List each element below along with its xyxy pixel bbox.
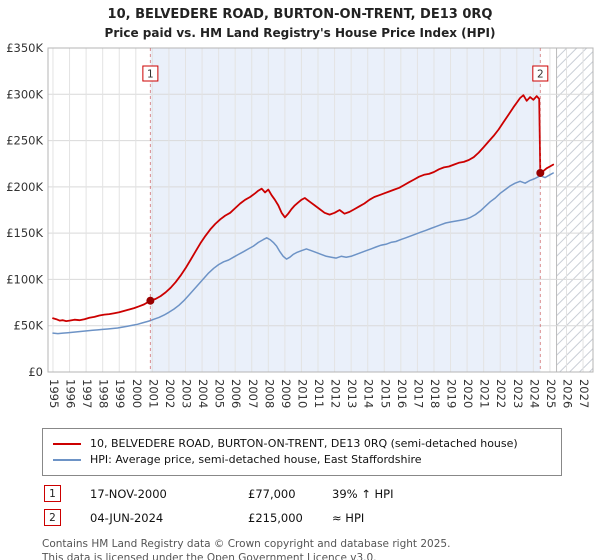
footer: Contains HM Land Registry data © Crown c… — [42, 538, 600, 560]
svg-text:2027: 2027 — [577, 379, 591, 408]
svg-text:2019: 2019 — [445, 379, 459, 408]
sales-table: 1 17-NOV-2000 £77,000 39% ↑ HPI 2 04-JUN… — [0, 485, 600, 526]
svg-text:£300K: £300K — [6, 87, 43, 101]
svg-text:£0: £0 — [28, 365, 43, 379]
svg-text:2016: 2016 — [395, 379, 409, 408]
ownership-period-shading — [150, 48, 541, 372]
sale-date-1: 17-NOV-2000 — [90, 486, 167, 501]
footer-licence: This data is licensed under the Open Gov… — [42, 551, 377, 560]
sale-marker-dot — [146, 296, 155, 305]
legend: 10, BELVEDERE ROAD, BURTON-ON-TRENT, DE1… — [42, 428, 562, 476]
sale-number-box — [532, 65, 549, 82]
svg-text:£200K: £200K — [6, 180, 43, 194]
svg-text:2018: 2018 — [428, 379, 442, 408]
svg-text:2: 2 — [537, 69, 544, 81]
svg-text:1996: 1996 — [64, 379, 78, 408]
sale-date-2: 04-JUN-2024 — [90, 510, 164, 525]
svg-text:2009: 2009 — [279, 379, 293, 408]
sale-hpi-comparison-2: ≈ HPI — [332, 510, 365, 525]
svg-text:£50K: £50K — [14, 319, 44, 333]
footer-copyright: Contains HM Land Registry data © Crown c… — [42, 538, 451, 550]
blue-line-swatch — [53, 458, 81, 461]
svg-text:2022: 2022 — [494, 379, 508, 408]
sale-hpi-comparison-1: 39% ↑ HPI — [332, 486, 394, 501]
price-chart: £0 £50K £100K £150K £200K £250K £300K £350K 1995… — [6, 41, 594, 408]
svg-text:1999: 1999 — [113, 379, 127, 408]
svg-text:2021: 2021 — [478, 379, 492, 408]
svg-text:2026: 2026 — [560, 379, 574, 408]
svg-text:2004: 2004 — [196, 379, 210, 408]
page-subtitle: Price paid vs. HM Land Registry's House … — [104, 26, 496, 40]
svg-text:2014: 2014 — [362, 379, 376, 408]
sale-number-box — [142, 65, 159, 82]
red-line-swatch — [53, 442, 81, 445]
svg-text:2000: 2000 — [130, 379, 144, 408]
svg-text:1995: 1995 — [47, 379, 61, 408]
chart-header: 10, BELVEDERE ROAD, BURTON-ON-TRENT, DE1… — [0, 0, 600, 40]
svg-text:£250K: £250K — [6, 134, 43, 148]
svg-text:2013: 2013 — [345, 379, 359, 408]
svg-text:1997: 1997 — [80, 379, 94, 408]
svg-text:2003: 2003 — [179, 379, 193, 408]
svg-text:£100K: £100K — [6, 272, 43, 286]
sale-price-1: £77,000 — [248, 486, 296, 501]
svg-text:2015: 2015 — [378, 379, 392, 408]
svg-text:£150K: £150K — [6, 226, 43, 240]
sale-price-2: £215,000 — [248, 510, 303, 525]
svg-text:2007: 2007 — [246, 379, 260, 408]
svg-text:2025: 2025 — [544, 379, 558, 408]
svg-text:2012: 2012 — [329, 379, 343, 408]
legend-label-hpi: HPI: Average price, semi-detached house,… — [90, 453, 422, 466]
svg-text:2020: 2020 — [461, 379, 475, 408]
legend-item-property: 10, BELVEDERE ROAD, BURTON-ON-TRENT, DE1… — [51, 437, 553, 450]
svg-text:2006: 2006 — [229, 379, 243, 408]
sale-row-1: 1 17-NOV-2000 £77,000 39% ↑ HPI — [44, 485, 600, 502]
svg-text:£350K: £350K — [6, 41, 43, 55]
svg-text:1998: 1998 — [97, 379, 111, 408]
svg-text:2008: 2008 — [262, 379, 276, 408]
svg-text:2002: 2002 — [163, 379, 177, 408]
svg-text:2001: 2001 — [146, 379, 160, 408]
legend-label-property: 10, BELVEDERE ROAD, BURTON-ON-TRENT, DE1… — [90, 437, 518, 450]
sale-row-2: 2 04-JUN-2024 £215,000 ≈ HPI — [44, 509, 600, 526]
svg-text:2023: 2023 — [511, 379, 525, 408]
svg-text:2017: 2017 — [411, 379, 425, 408]
future-hatched-region — [556, 48, 593, 372]
legend-item-hpi: HPI: Average price, semi-detached house,… — [51, 453, 553, 466]
property-price-line — [52, 94, 555, 323]
marker-number-badge-2: 2 — [44, 509, 61, 526]
hpi-average-price-line — [52, 172, 554, 335]
svg-text:1: 1 — [147, 69, 154, 81]
marker-number-badge-1: 1 — [44, 485, 61, 502]
svg-text:2005: 2005 — [213, 379, 227, 408]
page-title: 10, BELVEDERE ROAD, BURTON-ON-TRENT, DE1… — [107, 7, 493, 22]
svg-text:2011: 2011 — [312, 379, 326, 408]
svg-text:2024: 2024 — [527, 379, 541, 408]
sale-marker-dot — [536, 168, 545, 177]
svg-text:2010: 2010 — [295, 379, 309, 408]
